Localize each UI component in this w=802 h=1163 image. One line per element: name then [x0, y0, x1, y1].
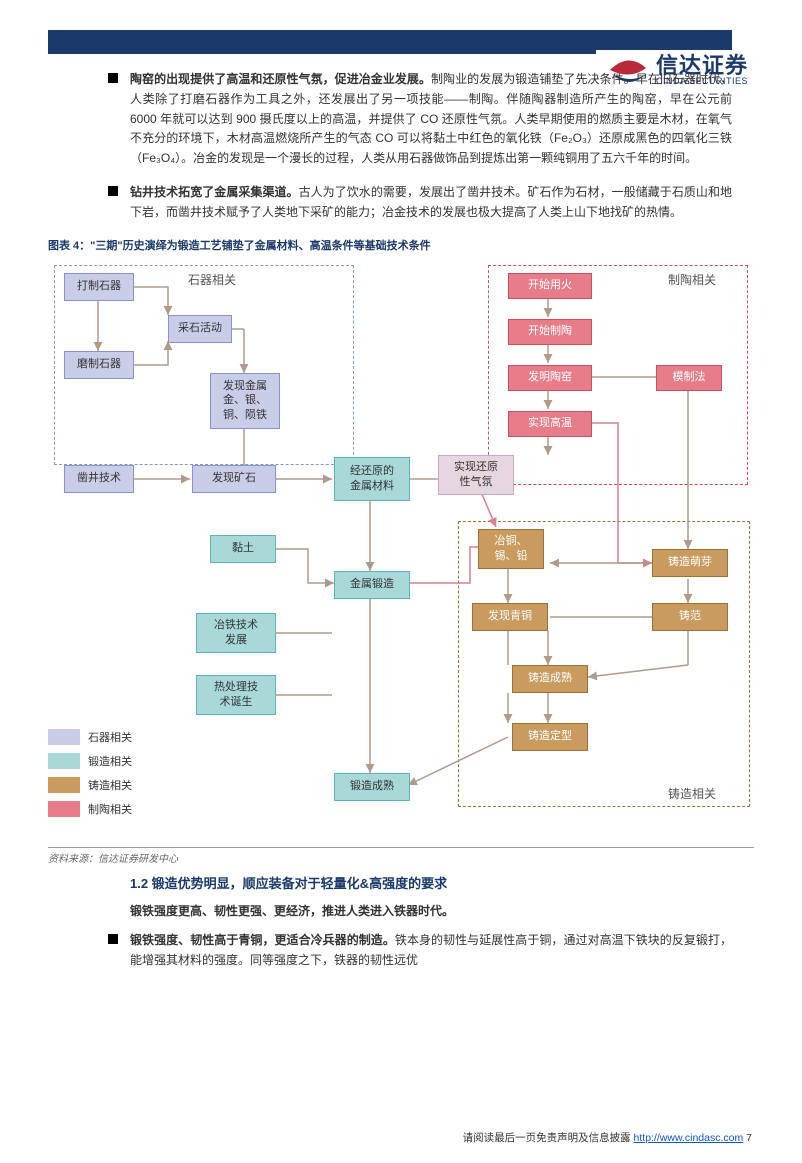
node-faxian-qingtong: 发现青铜 — [472, 603, 548, 631]
main-content: 陶窑的出现提供了高温和还原性气氛，促进冶金业发展。制陶业的发展为锻造铺垫了先决条… — [0, 54, 802, 223]
bullet-icon — [108, 934, 118, 944]
footer-link[interactable]: http://www.cindasc.com — [634, 1132, 744, 1144]
node-niantu: 黏土 — [210, 535, 276, 563]
node-caishi: 采石活动 — [168, 315, 232, 343]
flowchart: 石器相关 制陶相关 铸造相关 — [48, 257, 754, 847]
node-mozhi-shiqi: 磨制石器 — [64, 351, 134, 379]
node-duanzao-chengshu: 锻造成熟 — [334, 773, 410, 801]
footer-text: 请阅读最后一页免责声明及信息披露 — [463, 1132, 634, 1144]
figure-title: 图表 4："三期"历史演绎为锻造工艺铺垫了金属材料、高温条件等基础技术条件 — [48, 237, 802, 253]
node-kaishi-yonghuo: 开始用火 — [508, 273, 592, 299]
node-faming-taoyao: 发明陶窑 — [508, 365, 592, 391]
page-number: 7 — [743, 1132, 752, 1144]
node-zhuzao-mengya: 铸造萌芽 — [652, 549, 728, 577]
paragraph-1: 陶窑的出现提供了高温和还原性气氛，促进冶金业发展。制陶业的发展为锻造铺垫了先决条… — [130, 70, 732, 169]
legend-ceramic: 制陶相关 — [48, 801, 132, 817]
node-jinshu-duanzao: 金属锻造 — [334, 571, 410, 599]
paragraph-3: 锻铁强度、韧性高于青铜，更适合冷兵器的制造。铁本身的韧性与延展性高于铜，通过对高… — [130, 931, 732, 971]
legend-cast: 铸造相关 — [48, 777, 132, 793]
legend-stone: 石器相关 — [48, 729, 132, 745]
node-yetong: 冶铜、 锡、铅 — [478, 529, 544, 569]
node-kaishi-zhitao: 开始制陶 — [508, 319, 592, 345]
node-yetie: 冶铁技术 发展 — [196, 613, 276, 653]
p1-bold: 陶窑的出现提供了高温和还原性气氛，促进冶金业发展。 — [130, 72, 431, 86]
bullet-icon — [108, 186, 118, 196]
ceramic-group-label: 制陶相关 — [668, 271, 716, 288]
legend-forge: 锻造相关 — [48, 753, 132, 769]
node-mozhifa: 模制法 — [656, 365, 722, 391]
paragraph-2: 钻井技术拓宽了金属采集渠道。古人为了饮水的需要，发展出了凿井技术。矿石作为石材，… — [130, 183, 732, 223]
figure-source: 资料来源：信达证券研发中心 — [48, 847, 754, 865]
p2-bold: 钻井技术拓宽了金属采集渠道。 — [130, 185, 299, 199]
node-zhuzao-dingxing: 铸造定型 — [512, 723, 588, 751]
section-heading: 1.2 锻造优势明显，顺应装备对于轻量化&高强度的要求 — [130, 873, 732, 892]
cast-group-label: 铸造相关 — [668, 785, 716, 802]
page-footer: 请阅读最后一页免责声明及信息披露 http://www.cindasc.com … — [463, 1130, 752, 1145]
section-intro: 锻铁强度更高、韧性更强、更经济，推进人类进入铁器时代。 — [130, 902, 732, 922]
node-faxian-jinshu: 发现金属 金、银、 铜、陨铁 — [210, 373, 280, 429]
node-faxian-kuangshi: 发现矿石 — [192, 465, 276, 493]
p3-bold: 锻铁强度、韧性高于青铜，更适合冷兵器的制造。 — [130, 933, 395, 947]
bullet-icon — [108, 73, 118, 83]
node-jinghuanyuan: 经还原的 金属材料 — [334, 457, 410, 501]
node-rechuli: 热处理技 术诞生 — [196, 675, 276, 715]
node-zaojing: 凿井技术 — [64, 465, 134, 493]
node-shixian-huanyuan: 实现还原 性气氛 — [438, 455, 514, 495]
node-zhufan: 铸范 — [652, 603, 728, 631]
flowchart-legend: 石器相关 锻造相关 铸造相关 制陶相关 — [48, 729, 132, 817]
node-shixian-gaowen: 实现高温 — [508, 411, 592, 437]
node-zhuzao-chengshu: 铸造成熟 — [512, 665, 588, 693]
stone-group-label: 石器相关 — [188, 271, 236, 288]
node-dazhi-shiqi: 打制石器 — [64, 273, 134, 301]
